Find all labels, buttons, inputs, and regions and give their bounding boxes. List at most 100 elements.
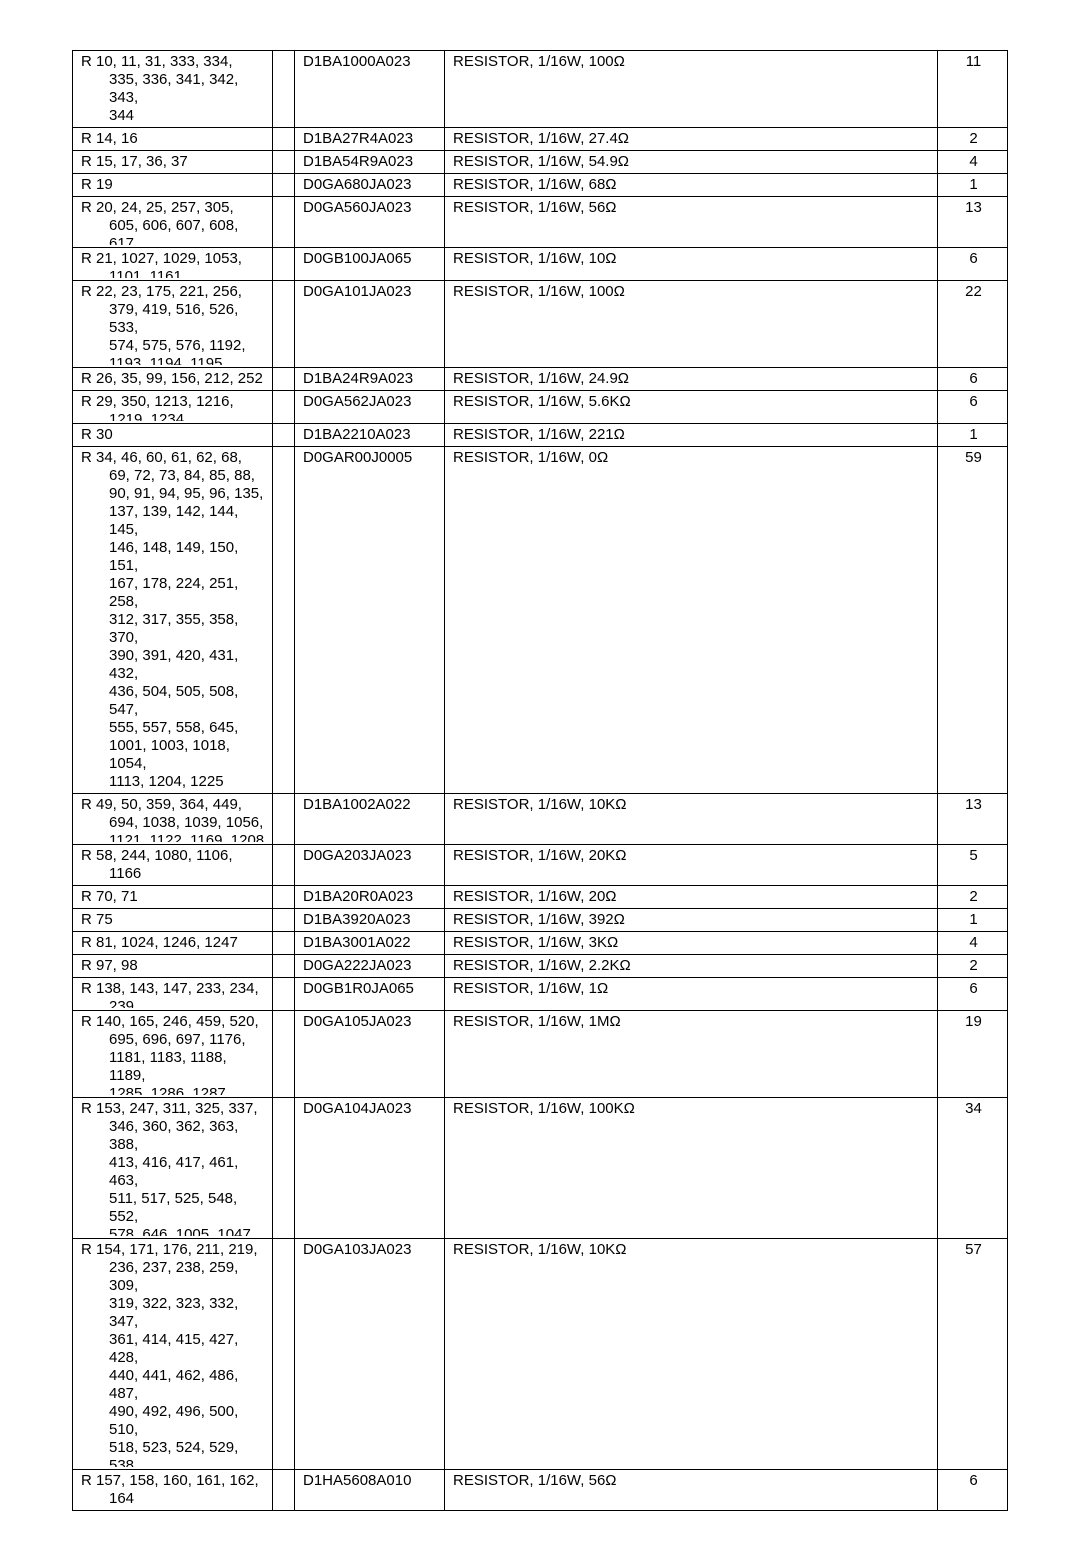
ref-cell: R 58, 244, 1080, 1106,1166 (73, 845, 273, 886)
spacer-cell (273, 1239, 295, 1470)
ref-cont: 605, 606, 607, 608, 617, (81, 217, 266, 245)
part-cell: D0GA680JA023 (295, 174, 445, 197)
table-row: R 154, 171, 176, 211, 219,236, 237, 238,… (73, 1239, 1008, 1470)
ref-cont: 555, 557, 558, 645, (81, 719, 266, 737)
table-row: R 81, 1024, 1246, 1247D1BA3001A022RESIST… (73, 932, 1008, 955)
table-row: R 49, 50, 359, 364, 449,694, 1038, 1039,… (73, 794, 1008, 845)
ref-cont: 319, 322, 323, 332, 347, (81, 1295, 266, 1331)
table-row: R 140, 165, 246, 459, 520,695, 696, 697,… (73, 1011, 1008, 1098)
ref-cont: 518, 523, 524, 529, 538, (81, 1439, 266, 1467)
ref-cont: 1113, 1204, 1225 (81, 773, 266, 791)
ref-first: R 140, 165, 246, 459, 520, (81, 1013, 266, 1031)
ref-cont: 694, 1038, 1039, 1056, (81, 814, 266, 832)
spacer-cell (273, 932, 295, 955)
part-cell: D1BA3920A023 (295, 909, 445, 932)
ref-cont: 379, 419, 516, 526, 533, (81, 301, 266, 337)
spacer-cell (273, 51, 295, 128)
part-cell: D1HA5608A010 (295, 1470, 445, 1511)
desc-cell: RESISTOR, 1/16W, 24.9Ω (445, 368, 938, 391)
spacer-cell (273, 1011, 295, 1098)
qty-cell: 1 (938, 909, 1008, 932)
ref-cont: 164 (81, 1490, 266, 1508)
ref-cont: 1101, 1161 (81, 268, 266, 278)
ref-cell: R 157, 158, 160, 161, 162,164 (73, 1470, 273, 1511)
desc-cell: RESISTOR, 1/16W, 20KΩ (445, 845, 938, 886)
ref-first: R 19 (81, 176, 266, 194)
part-cell: D0GA104JA023 (295, 1098, 445, 1239)
qty-cell: 1 (938, 424, 1008, 447)
part-cell: D0GB1R0JA065 (295, 978, 445, 1011)
ref-cont: 1285, 1286, 1287, 1288, (81, 1085, 266, 1095)
spacer-cell (273, 1098, 295, 1239)
table-row: R 97, 98D0GA222JA023RESISTOR, 1/16W, 2.2… (73, 955, 1008, 978)
table-row: R 157, 158, 160, 161, 162,164 D1HA5608A01… (73, 1470, 1008, 1511)
ref-first: R 49, 50, 359, 364, 449, (81, 796, 266, 814)
qty-cell: 13 (938, 794, 1008, 845)
ref-first: R 22, 23, 175, 221, 256, (81, 283, 266, 301)
ref-cell: R 20, 24, 25, 257, 305,605, 606, 607, 60… (73, 197, 273, 248)
spacer-cell (273, 368, 295, 391)
ref-cell: R 97, 98 (73, 955, 273, 978)
ref-cont: 146, 148, 149, 150, 151, (81, 539, 266, 575)
ref-first: R 58, 244, 1080, 1106, (81, 847, 266, 865)
qty-cell: 4 (938, 151, 1008, 174)
ref-first: R 70, 71 (81, 888, 266, 906)
part-cell: D0GA103JA023 (295, 1239, 445, 1470)
ref-first: R 153, 247, 311, 325, 337, (81, 1100, 266, 1118)
part-cell: D0GA562JA023 (295, 391, 445, 424)
ref-cont: 167, 178, 224, 251, 258, (81, 575, 266, 611)
qty-cell: 2 (938, 955, 1008, 978)
ref-first: R 34, 46, 60, 61, 62, 68, (81, 449, 266, 467)
table-row: R 70, 71 D1BA20R0A023RESISTOR, 1/16W, 20Ω… (73, 886, 1008, 909)
qty-cell: 2 (938, 128, 1008, 151)
part-cell: D1BA20R0A023 (295, 886, 445, 909)
part-cell: D1BA2210A023 (295, 424, 445, 447)
ref-first: R 97, 98 (81, 957, 266, 975)
ref-cont: 236, 237, 238, 259, 309, (81, 1259, 266, 1295)
spacer-cell (273, 845, 295, 886)
qty-cell: 4 (938, 932, 1008, 955)
ref-cont: 436, 504, 505, 508, 547, (81, 683, 266, 719)
part-cell: D1BA27R4A023 (295, 128, 445, 151)
part-cell: D0GA105JA023 (295, 1011, 445, 1098)
ref-cell: R 14, 16 (73, 128, 273, 151)
table-row: R 153, 247, 311, 325, 337,346, 360, 362,… (73, 1098, 1008, 1239)
ref-cell: R 29, 350, 1213, 1216,1219, 1234 (73, 391, 273, 424)
desc-cell: RESISTOR, 1/16W, 3KΩ (445, 932, 938, 955)
ref-cont: 1121, 1122, 1169, 1208 (81, 832, 266, 842)
ref-first: R 14, 16 (81, 130, 266, 148)
ref-cont: 335, 336, 341, 342, 343, (81, 71, 266, 107)
desc-cell: RESISTOR, 1/16W, 20Ω (445, 886, 938, 909)
ref-first: R 15, 17, 36, 37 (81, 153, 266, 171)
table-row: R 14, 16D1BA27R4A023RESISTOR, 1/16W, 27.… (73, 128, 1008, 151)
desc-cell: RESISTOR, 1/16W, 54.9Ω (445, 151, 938, 174)
ref-first: R 21, 1027, 1029, 1053, (81, 250, 266, 268)
table-row: R 19D0GA680JA023RESISTOR, 1/16W, 68Ω1 (73, 174, 1008, 197)
ref-cell: R 21, 1027, 1029, 1053,1101, 1161 (73, 248, 273, 281)
part-cell: D0GA101JA023 (295, 281, 445, 368)
ref-cont: 440, 441, 462, 486, 487, (81, 1367, 266, 1403)
desc-cell: RESISTOR, 1/16W, 0Ω (445, 447, 938, 794)
ref-first: R 75 (81, 911, 266, 929)
desc-cell: RESISTOR, 1/16W, 56Ω (445, 197, 938, 248)
part-cell: D1BA54R9A023 (295, 151, 445, 174)
ref-cell: R 75 (73, 909, 273, 932)
desc-cell: RESISTOR, 1/16W, 1MΩ (445, 1011, 938, 1098)
part-cell: D1BA1002A022 (295, 794, 445, 845)
part-cell: D0GA203JA023 (295, 845, 445, 886)
ref-first: R 30 (81, 426, 266, 444)
ref-cell: R 153, 247, 311, 325, 337,346, 360, 362,… (73, 1098, 273, 1239)
spacer-cell (273, 978, 295, 1011)
ref-cont: 574, 575, 576, 1192, (81, 337, 266, 355)
table-row: R 58, 244, 1080, 1106,1166 D0GA203JA023R… (73, 845, 1008, 886)
ref-cell: R 70, 71 (73, 886, 273, 909)
ref-first: R 138, 143, 147, 233, 234, (81, 980, 266, 998)
desc-cell: RESISTOR, 1/16W, 100Ω (445, 281, 938, 368)
ref-cell: R 140, 165, 246, 459, 520,695, 696, 697,… (73, 1011, 273, 1098)
table-row: R 26, 35, 99, 156, 212, 252D1BA24R9A023R… (73, 368, 1008, 391)
qty-cell: 22 (938, 281, 1008, 368)
desc-cell: RESISTOR, 1/16W, 10KΩ (445, 1239, 938, 1470)
qty-cell: 5 (938, 845, 1008, 886)
desc-cell: RESISTOR, 1/16W, 10KΩ (445, 794, 938, 845)
parts-table: R 10, 11, 31, 333, 334,335, 336, 341, 34… (72, 50, 1008, 1511)
